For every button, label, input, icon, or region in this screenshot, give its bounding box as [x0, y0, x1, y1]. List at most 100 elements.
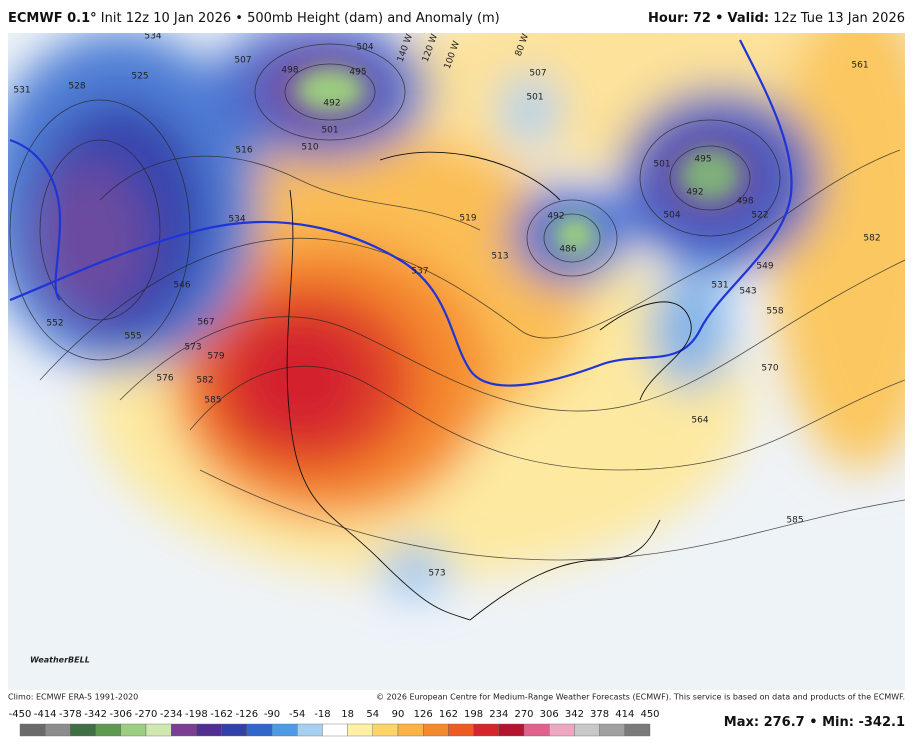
contour-label: 546	[173, 281, 190, 291]
colorbar-tick-label: 306	[540, 709, 559, 720]
header-title: ECMWF 0.1° Init 12z 10 Jan 2026 • 500mb …	[8, 11, 500, 26]
contour-label: 534	[144, 32, 161, 42]
contour-label: 585	[204, 396, 221, 406]
contour-label: 537	[411, 267, 428, 277]
contour-label: 507	[234, 56, 251, 66]
colorbar-swatch	[19, 723, 46, 737]
contour-label: 498	[281, 66, 298, 76]
colorbar-tick-label: 126	[414, 709, 433, 720]
colorbar-swatch	[549, 723, 575, 737]
colorbar-swatch	[347, 723, 374, 737]
colorbar-swatch	[70, 723, 96, 737]
contour-label: 495	[349, 68, 366, 78]
map: 5345285255315074984924955045015105165345…	[8, 32, 905, 690]
contour-label: 528	[68, 82, 85, 92]
colorbar-tick-label: 450	[640, 709, 659, 720]
min-label: Min:	[822, 715, 854, 730]
colorbar-swatch	[271, 723, 298, 737]
colorbar-tick-label: 270	[514, 709, 533, 720]
colorbar-tick-label: -54	[289, 709, 305, 720]
colorbar-swatch	[145, 723, 172, 737]
logo: WeatherBELL	[30, 656, 90, 665]
colorbar-swatch	[448, 723, 474, 737]
contour-label: 570	[761, 364, 778, 374]
contour-label: 567	[197, 318, 214, 328]
contour-label: 585	[786, 516, 803, 526]
colorbar-swatch	[246, 723, 273, 737]
contour-label: 522	[751, 211, 768, 221]
contour-label: 561	[851, 61, 868, 71]
model: ECMWF 0.1°	[8, 11, 97, 26]
max: 276.7	[764, 715, 805, 730]
contour-label: 501	[526, 93, 543, 103]
contour-label: 582	[196, 376, 213, 386]
contour-label: 579	[207, 352, 224, 362]
stats: Max: 276.7 • Min: -342.1	[724, 715, 905, 730]
separator: •	[715, 11, 723, 26]
contour-label: 492	[323, 99, 340, 109]
colorbar: -450 -414 -378 -342 -306 -270 -234 -198 -162 -126…	[9, 709, 660, 737]
contour-label: 534	[228, 215, 245, 225]
contour-label: 552	[46, 319, 63, 329]
colorbar-swatch	[372, 723, 399, 737]
colorbar-swatch	[196, 723, 222, 737]
anomaly-field	[8, 33, 905, 595]
contour-label: 504	[356, 43, 373, 53]
colorbar-swatch	[624, 723, 651, 737]
separator: •	[809, 715, 817, 730]
min: -342.1	[858, 715, 905, 730]
540-contour	[9, 39, 793, 387]
contour-label: 516	[235, 146, 252, 156]
contour-label: 543	[739, 287, 756, 297]
contour-label: 513	[491, 252, 508, 262]
colorbar-tick-label: -90	[264, 709, 280, 720]
contour-label: 510	[301, 143, 318, 153]
contour-label: 531	[13, 86, 30, 96]
colorbar-tick-label: 414	[615, 709, 634, 720]
contour-label: 573	[184, 343, 201, 353]
colorbar-swatch	[221, 723, 248, 737]
colorbar-tick-label: -306	[109, 709, 132, 720]
contour-label: 582	[863, 234, 880, 244]
colorbar-swatch	[170, 723, 197, 737]
contour-label: 555	[124, 332, 141, 342]
colorbar-tick-label: -342	[84, 709, 107, 720]
colorbar-tick-label: -378	[59, 709, 82, 720]
contour-label: 501	[653, 160, 670, 170]
colorbar-swatch	[423, 723, 449, 737]
540-contour	[9, 138, 62, 301]
contour-label: 507	[529, 69, 546, 79]
colorbar-tick-label: 90	[392, 709, 405, 720]
colorbar-swatch	[322, 723, 348, 737]
contour-label: 558	[766, 307, 783, 317]
contour-label: 492	[686, 188, 703, 198]
colorbar-tick-label: -450	[9, 709, 32, 720]
colorbar-tick-label: 54	[366, 709, 379, 720]
contour-label: 525	[131, 72, 148, 82]
colorbar-tick-label: -234	[160, 709, 183, 720]
colorbar-swatch	[397, 723, 424, 737]
climo: Climo: ECMWF ERA-5 1991-2020	[8, 693, 138, 702]
colorbar-tick-label: 342	[565, 709, 584, 720]
colorbar-swatch	[120, 723, 147, 737]
colorbar-tick-label: -126	[235, 709, 258, 720]
field: 500mb Height (dam) and Anomaly (m)	[247, 11, 500, 26]
contour-label: 501	[321, 126, 338, 136]
separator: •	[235, 11, 243, 26]
contour-label: 492	[547, 212, 564, 222]
anomaly-cores	[295, 68, 740, 255]
copyright: © 2026 European Centre for Medium-Range …	[376, 693, 905, 702]
colorbar-tick-label: -414	[34, 709, 57, 720]
valid: 12z Tue 13 Jan 2026	[773, 11, 905, 26]
contour-label: 549	[756, 262, 773, 272]
colorbar-swatch	[297, 723, 323, 737]
init: Init 12z 10 Jan 2026	[101, 11, 231, 26]
contour-label: 564	[691, 416, 708, 426]
contour-label: 531	[711, 281, 728, 291]
colorbar-tick-label: 234	[489, 709, 508, 720]
contour-label: 573	[428, 569, 445, 579]
contour-label: 519	[459, 214, 476, 224]
contour-label: 495	[694, 155, 711, 165]
